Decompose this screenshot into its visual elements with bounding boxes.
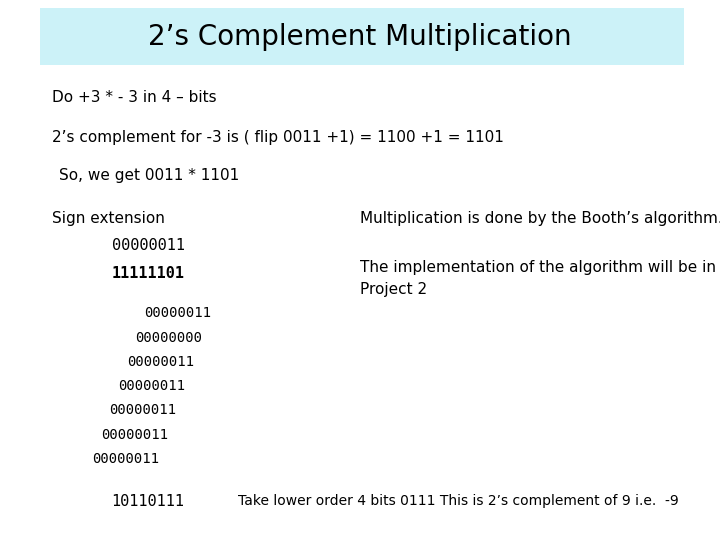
Text: 2’s Complement Multiplication: 2’s Complement Multiplication <box>148 23 572 51</box>
Text: The implementation of the algorithm will be in: The implementation of the algorithm will… <box>360 260 716 275</box>
Text: 00000011: 00000011 <box>101 428 168 442</box>
Text: Do +3 * - 3 in 4 – bits: Do +3 * - 3 in 4 – bits <box>52 90 217 105</box>
Text: 00000011: 00000011 <box>92 452 159 466</box>
Text: 00000011: 00000011 <box>109 403 176 417</box>
Text: Take lower order 4 bits 0111 This is 2’s complement of 9 i.e.  -9: Take lower order 4 bits 0111 This is 2’s… <box>238 494 678 508</box>
Text: 10110111: 10110111 <box>112 494 184 509</box>
Text: 2’s complement for -3 is ( flip 0011 +1) = 1100 +1 = 1101: 2’s complement for -3 is ( flip 0011 +1)… <box>52 130 504 145</box>
FancyBboxPatch shape <box>40 8 684 65</box>
Text: Sign extension: Sign extension <box>52 211 165 226</box>
Text: 00000011: 00000011 <box>112 238 184 253</box>
Text: 00000000: 00000000 <box>135 330 202 345</box>
Text: 00000011: 00000011 <box>118 379 185 393</box>
Text: 00000011: 00000011 <box>144 306 211 320</box>
Text: Multiplication is done by the Booth’s algorithm.: Multiplication is done by the Booth’s al… <box>360 211 720 226</box>
Text: So, we get 0011 * 1101: So, we get 0011 * 1101 <box>59 168 239 183</box>
Text: Project 2: Project 2 <box>360 282 427 298</box>
Text: 11111101: 11111101 <box>112 266 184 281</box>
Text: 00000011: 00000011 <box>127 355 194 369</box>
